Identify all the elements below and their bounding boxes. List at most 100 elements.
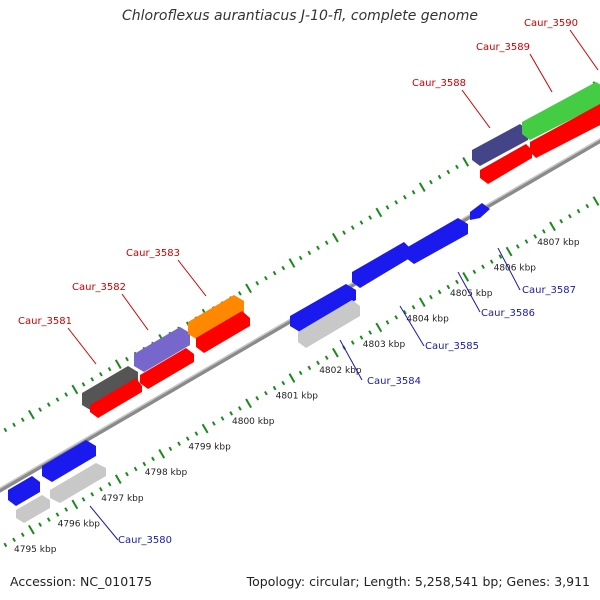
connector-caur-3590 (569, 29, 599, 71)
minor-tick (498, 254, 503, 259)
gene-arrow[interactable] (50, 463, 106, 503)
gene-arrow[interactable] (8, 476, 40, 506)
minor-tick (455, 279, 459, 285)
minor-tick (489, 259, 494, 264)
gene-arrow[interactable] (298, 300, 360, 348)
scale-label: 4803 kbp (363, 340, 406, 350)
gene-label-caur-3590[interactable]: Caur_3590 (524, 18, 578, 29)
minor-tick (515, 244, 520, 249)
major-tick (201, 423, 209, 434)
gene-arrow[interactable] (352, 242, 410, 288)
gene-label-caur-3585[interactable]: Caur_3585 (425, 341, 479, 352)
scale-label: 4801 kbp (276, 391, 319, 401)
connector-caur-3588 (461, 89, 491, 129)
minor-tick (272, 385, 277, 391)
minor-tick (99, 372, 103, 377)
minor-tick (394, 200, 399, 205)
minor-tick (229, 411, 234, 416)
major-tick (114, 474, 122, 484)
gene-labels: Caur_3580 Caur_3581 Caur_3582 Caur_3583 … (18, 18, 578, 546)
major-tick (375, 207, 383, 218)
minor-tick (481, 264, 485, 269)
minor-tick (403, 310, 407, 315)
minor-tick (12, 422, 16, 428)
minor-tick (55, 512, 60, 517)
minor-tick (64, 507, 69, 512)
scale-label: 4802 kbp (319, 366, 362, 376)
minor-tick (125, 471, 129, 477)
minor-tick (177, 441, 181, 446)
minor-tick (81, 497, 86, 502)
gene-label-caur-3586[interactable]: Caur_3586 (481, 308, 535, 319)
major-tick (505, 246, 513, 257)
minor-tick (298, 370, 303, 376)
gene-arrow[interactable] (290, 284, 356, 332)
connector-caur-3589 (529, 53, 553, 93)
gene-arrow[interactable] (472, 124, 528, 166)
gene-label-caur-3588[interactable]: Caur_3588 (412, 78, 466, 89)
minor-tick (307, 365, 312, 371)
gene-label-caur-3584[interactable]: Caur_3584 (367, 376, 421, 387)
minor-tick (281, 380, 286, 386)
minor-tick (237, 406, 242, 411)
gene-arrow[interactable] (134, 327, 190, 372)
major-tick (375, 322, 383, 333)
major-tick (462, 157, 470, 167)
gene-label-caur-3587[interactable]: Caur_3587 (522, 285, 576, 296)
minor-tick (324, 355, 329, 361)
gene-arrow[interactable] (82, 366, 138, 411)
minor-tick (472, 269, 477, 275)
gene-arrow[interactable] (42, 440, 96, 482)
minor-tick (220, 416, 225, 421)
connector-caur-3583 (177, 259, 207, 297)
minor-tick (20, 532, 25, 538)
gene-label-caur-3589[interactable]: Caur_3589 (476, 42, 530, 53)
scale-labels: 4795 kbp 4796 kbp 4797 kbp 4798 kbp 4799 kbp… (14, 238, 580, 555)
minor-tick (359, 220, 364, 225)
minor-tick (368, 330, 373, 335)
gene-arrow[interactable] (90, 378, 142, 418)
minor-tick (133, 466, 138, 472)
scale-label: 4807 kbp (537, 238, 580, 248)
minor-tick (264, 390, 268, 396)
reverse-tick-track (3, 196, 600, 548)
gene-arrow[interactable] (140, 348, 194, 389)
minor-tick (541, 229, 546, 234)
scale-label: 4797 kbp (101, 494, 144, 504)
connector-caur-3584 (339, 339, 363, 381)
minor-tick (272, 270, 277, 276)
gene-label-caur-3582[interactable]: Caur_3582 (72, 282, 126, 293)
minor-tick (533, 234, 538, 239)
gene-arrow[interactable] (196, 311, 250, 353)
gene-arrow[interactable] (406, 218, 468, 264)
major-tick (418, 182, 426, 192)
minor-tick (437, 289, 442, 295)
minor-tick (107, 366, 112, 372)
gene-label-caur-3580[interactable]: Caur_3580 (118, 535, 172, 546)
gene-arrow[interactable] (470, 203, 490, 220)
minor-tick (12, 537, 16, 543)
gene-arrow[interactable] (522, 82, 600, 140)
gene-arrow[interactable] (16, 495, 50, 523)
minor-tick (81, 382, 86, 387)
minor-tick (38, 522, 42, 527)
minor-tick (99, 487, 103, 492)
minor-tick (576, 208, 581, 214)
scale-label: 4800 kbp (232, 417, 275, 427)
minor-tick (281, 265, 286, 271)
minor-tick (151, 456, 155, 462)
gene-arrow[interactable] (188, 295, 244, 340)
gene-label-caur-3581[interactable]: Caur_3581 (18, 316, 72, 327)
connector-caur-3586 (457, 271, 481, 313)
scale-label: 4805 kbp (450, 289, 493, 299)
minor-tick (368, 215, 373, 220)
minor-tick (342, 230, 346, 235)
gene-arrow[interactable] (480, 144, 532, 184)
gene-arrow[interactable] (530, 104, 600, 158)
minor-tick (194, 431, 199, 436)
minor-tick (411, 189, 416, 195)
minor-tick (411, 304, 416, 310)
minor-tick (90, 492, 95, 497)
gene-label-caur-3583[interactable]: Caur_3583 (126, 248, 180, 259)
major-tick (549, 221, 556, 232)
